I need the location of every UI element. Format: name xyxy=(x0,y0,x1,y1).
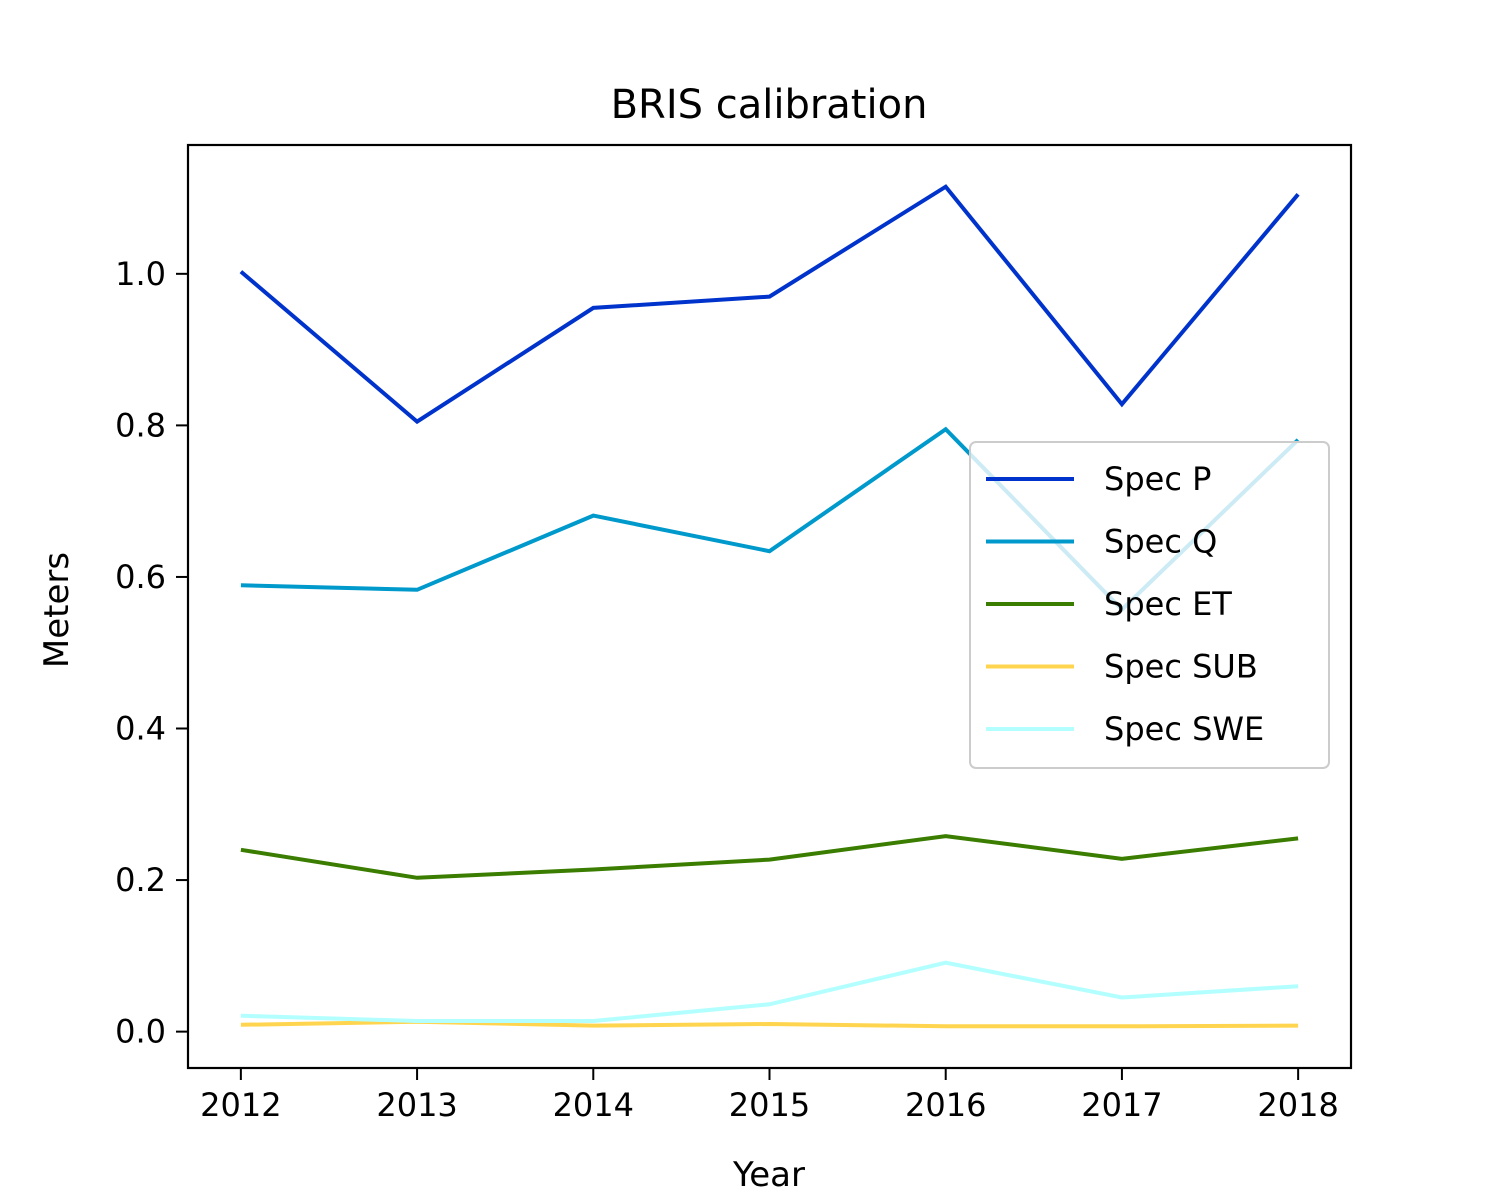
x-axis-label: Year xyxy=(732,1155,805,1195)
y-axis-label: Meters xyxy=(37,552,77,668)
legend-entry-1: Spec Q xyxy=(1104,523,1217,561)
legend-entry-2: Spec ET xyxy=(1104,585,1232,623)
x-tick-label: 2013 xyxy=(376,1086,457,1124)
x-tick-label: 2017 xyxy=(1081,1086,1162,1124)
legend: Spec P Spec Q Spec ET Spec SUB Spec SWE xyxy=(969,441,1330,769)
y-tick-label: 1.0 xyxy=(115,255,166,293)
legend-entry-0: Spec P xyxy=(1104,460,1211,498)
y-tick-label: 0.4 xyxy=(115,710,166,748)
x-tick-label: 2012 xyxy=(200,1086,281,1124)
x-tick-label: 2016 xyxy=(905,1086,986,1124)
y-tick-label: 0.8 xyxy=(115,406,166,444)
chart-title: BRIS calibration xyxy=(611,82,928,128)
y-tick-label: 0.6 xyxy=(115,558,166,596)
x-tick-label: 2015 xyxy=(729,1086,810,1124)
series-line-4 xyxy=(240,960,1299,1023)
x-tick-label: 2018 xyxy=(1257,1086,1338,1124)
x-tick-label: 2014 xyxy=(553,1086,634,1124)
x-axis: 2012 2013 2014 2015 2016 2017 2018 xyxy=(200,1068,1339,1124)
y-tick-label: 0.0 xyxy=(115,1013,166,1051)
legend-entry-4: Spec SWE xyxy=(1104,710,1264,748)
series-line-2 xyxy=(240,834,1299,880)
legend-entry-3: Spec SUB xyxy=(1104,648,1258,686)
series-line-0 xyxy=(239,184,1300,425)
series-line-3 xyxy=(240,1019,1299,1029)
legend-box xyxy=(969,441,1330,769)
y-axis: 0.0 0.2 0.4 0.6 0.8 1.0 xyxy=(115,255,188,1051)
y-tick-label: 0.2 xyxy=(115,861,166,899)
